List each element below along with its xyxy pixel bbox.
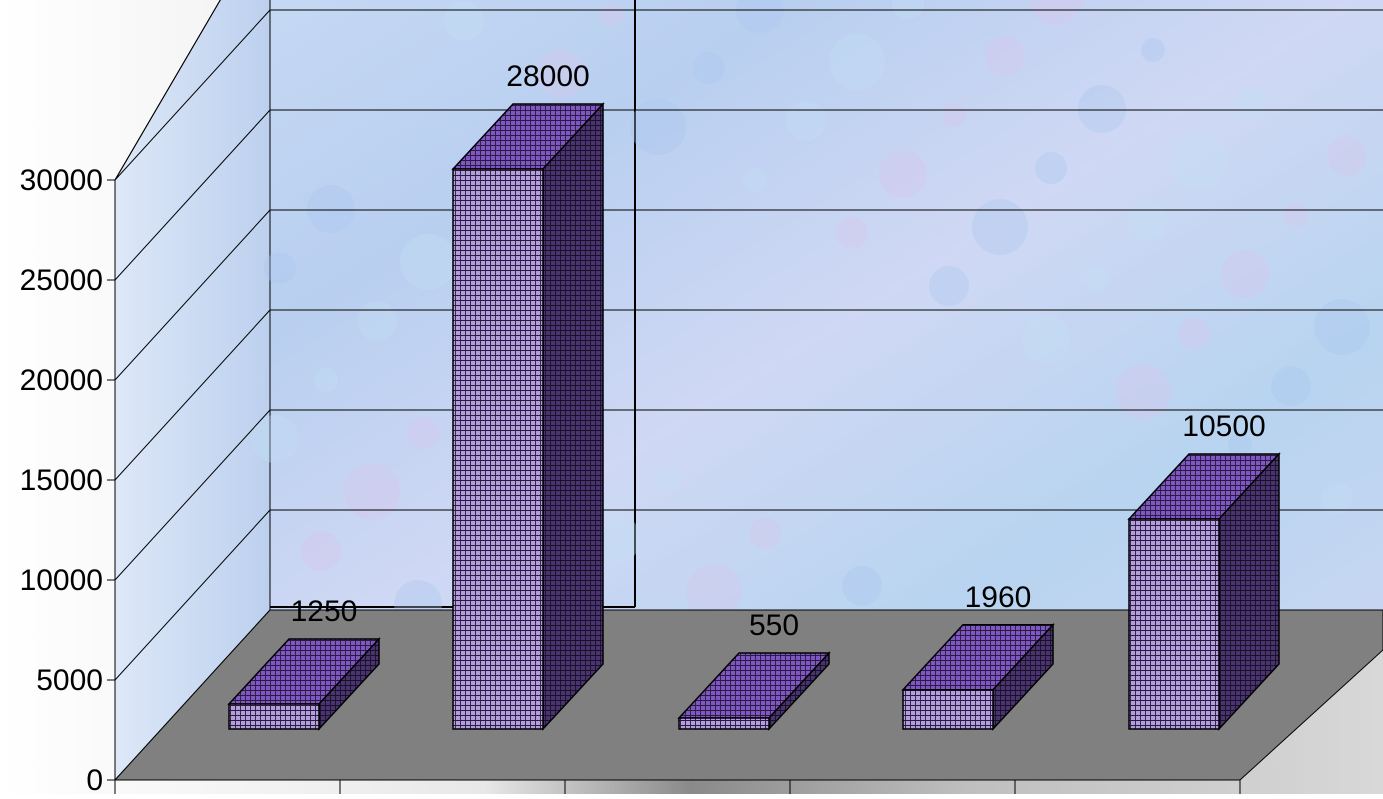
wall-texture — [836, 217, 868, 249]
wall-texture — [786, 101, 826, 141]
wall-texture — [686, 564, 742, 620]
y-tick-label: 30000 — [20, 164, 103, 197]
wall-texture — [1178, 317, 1210, 349]
wall-texture — [1228, 433, 1252, 457]
wall-texture — [407, 417, 439, 449]
wall-texture — [942, 103, 966, 127]
wall-texture — [537, 50, 585, 98]
wall-texture — [1022, 315, 1070, 363]
wall-texture — [314, 368, 338, 392]
wall-texture — [985, 36, 1025, 76]
y-tick-label: 20000 — [20, 364, 103, 397]
wall-texture — [444, 1, 484, 41]
data-label-1: 1250 — [291, 595, 358, 628]
gridline-side — [114, 409, 271, 581]
wall-texture — [1171, 134, 1227, 190]
bar-front — [1128, 518, 1220, 730]
wall-texture — [1078, 85, 1126, 133]
wall-texture — [829, 34, 885, 90]
y-tick-label: 5000 — [36, 664, 103, 697]
bar-2 — [451, 102, 605, 731]
gridline-side — [114, 9, 271, 181]
wall-texture — [743, 168, 767, 192]
bars — [227, 102, 1281, 731]
wall-texture — [972, 199, 1028, 255]
y-tick-label: 25000 — [20, 264, 103, 297]
wall-texture — [1314, 299, 1370, 355]
bar-front — [678, 717, 770, 730]
bar-4 — [901, 622, 1055, 731]
side-wall-top-edge — [114, 0, 221, 181]
wall-texture — [1141, 38, 1165, 62]
bar-side — [542, 102, 604, 731]
wall-texture — [1234, 87, 1266, 119]
wall-texture — [600, 3, 624, 27]
wall-texture — [357, 301, 397, 341]
gridline-side — [114, 509, 271, 681]
wall-texture — [1221, 250, 1269, 298]
bar-front — [228, 703, 320, 730]
wall-texture — [1115, 364, 1171, 420]
y-axis: 0 5000 10000 15000 20000 25000 30000 — [20, 164, 116, 797]
wall-texture — [1128, 201, 1168, 241]
wall-texture — [879, 150, 927, 198]
data-label-2: 28000 — [506, 60, 589, 93]
wall-texture — [736, 0, 784, 33]
bar-3 — [677, 651, 831, 731]
wall-texture — [400, 234, 456, 290]
bar-5 — [1127, 452, 1281, 731]
wall-texture — [1327, 136, 1367, 176]
gridline-side — [114, 109, 271, 281]
gridline-side — [114, 209, 271, 381]
data-label-3: 550 — [749, 609, 799, 642]
data-label-4: 1960 — [965, 581, 1032, 614]
gridline-side — [114, 309, 271, 481]
wall-texture — [264, 252, 296, 284]
wall-texture — [656, 468, 680, 492]
wall-texture — [301, 531, 341, 571]
wall-texture — [344, 464, 400, 520]
wall-texture — [1321, 482, 1353, 514]
bar-front — [902, 689, 994, 730]
wall-texture — [307, 185, 355, 233]
bar-1 — [227, 637, 381, 731]
wall-texture — [251, 415, 299, 463]
wall-texture — [1271, 366, 1311, 406]
data-labels: 1250 28000 550 1960 10500 — [291, 60, 1266, 642]
wall-texture — [593, 515, 641, 563]
y-tick-label: 15000 — [20, 464, 103, 497]
data-label-5: 10500 — [1182, 410, 1265, 443]
bar-front — [452, 168, 544, 730]
wall-texture — [630, 99, 686, 155]
wall-texture — [1085, 268, 1109, 292]
y-tick-label: 10000 — [20, 564, 103, 597]
wall-texture — [892, 0, 924, 19]
y-tick-label: 0 — [86, 764, 103, 794]
wall-texture — [929, 266, 969, 306]
wall-texture — [1284, 203, 1308, 227]
wall-texture — [693, 52, 725, 84]
wall-texture — [1028, 0, 1084, 25]
wall-texture — [749, 517, 781, 549]
wall-texture — [1035, 152, 1067, 184]
wall-texture — [842, 566, 882, 606]
